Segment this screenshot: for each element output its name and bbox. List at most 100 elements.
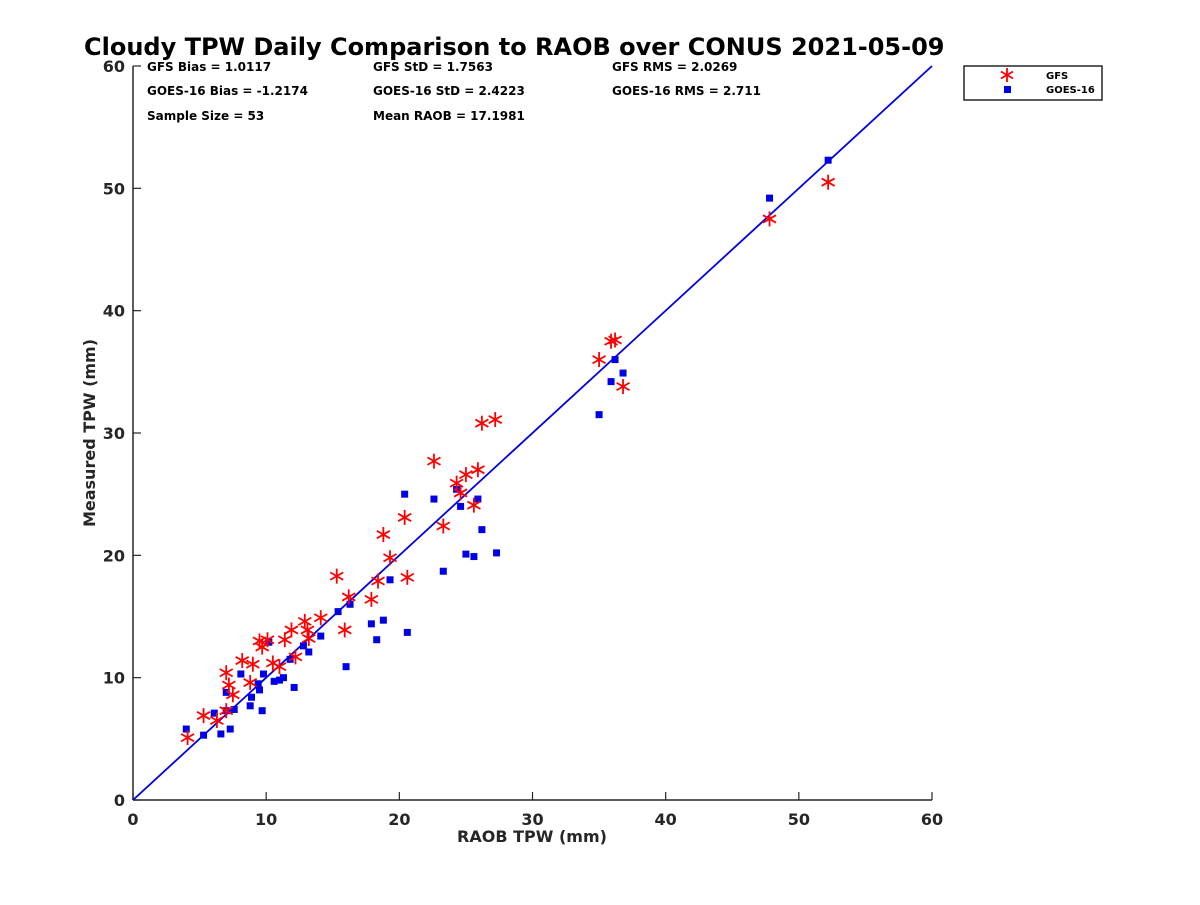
gfs-point [458,467,473,483]
stat-goes-std: GOES-16 StD = 2.4223 [373,84,525,98]
goes-16-point [334,608,342,616]
legend-box [963,65,1103,101]
y-tick-label: 60 [103,57,125,76]
y-tick-label: 0 [114,791,125,810]
goes-16-point [254,680,262,688]
y-tick-label: 50 [103,179,125,198]
legend-gfs-marker [1000,68,1014,82]
goes-16-point [270,677,278,685]
gfs-point [616,379,630,395]
goes-16-point [222,688,230,696]
gfs-point [288,649,303,665]
gfs-point [219,703,234,719]
x-tick-label: 0 [127,810,138,829]
goes-16-point [367,620,375,628]
gfs-point [225,687,240,703]
stat-sample-size: Sample Size = 53 [147,109,264,123]
goes-16-point [403,628,411,636]
goes-16-point [217,730,225,738]
chart-title: Cloudy TPW Daily Comparison to RAOB over… [84,33,944,61]
goes-16-point [260,670,268,678]
gfs-point [608,332,623,348]
goes-16-point [342,663,350,671]
gfs-point [301,631,316,647]
goes-16-point [230,705,238,713]
gfs-point [235,653,250,669]
gfs-point [427,453,441,469]
gfs-point [453,485,468,501]
goes-16-point [379,616,387,624]
gfs-point [245,656,260,672]
goes-16-point [237,670,245,678]
stat-gfs-bias: GFS Bias = 1.0117 [147,60,271,74]
goes-16-point [248,693,256,701]
goes-16-point [275,676,283,684]
gfs-point [313,610,328,626]
goes-16-point [401,490,409,498]
gfs-point [297,613,312,629]
goes-16-point [595,411,603,419]
gfs-point [243,675,258,691]
plot-area: 0 10 20 30 40 50 60 0 10 20 30 40 50 60 [103,57,943,829]
x-tick-label: 30 [521,810,543,829]
y-tick-label: 10 [103,669,125,688]
series-goes-16 [182,156,832,739]
y-tick-label: 20 [103,546,125,565]
gfs-point [272,659,287,675]
goes-16-point [470,553,478,561]
goes-16-point [373,636,381,644]
one-to-one-line [132,65,933,801]
gfs-point [821,174,836,190]
goes-16-point [317,632,325,640]
gfs-point [488,412,503,428]
y-tick-label: 40 [103,302,125,321]
goes-16-point [182,725,190,733]
legend-gfs-label: GFS [1046,71,1068,82]
gfs-point [400,569,415,585]
goes-16-point [256,686,264,694]
gfs-point [260,632,275,648]
gfs-point [284,622,299,638]
goes-16-point [246,702,254,710]
gfs-point [371,573,385,589]
series-gfs [180,174,836,746]
y-tick-label: 30 [103,424,125,443]
goes-16-point [619,369,627,377]
gfs-point [376,527,391,543]
goes-16-point [430,495,438,503]
legend-goes-label: GOES-16 [1046,85,1095,96]
legend-gfs-asterisk [1000,68,1014,82]
stat-mean-raob: Mean RAOB = 17.1981 [373,109,525,123]
gfs-point [466,497,481,513]
goes-16-point [474,495,482,503]
stat-goes-bias: GOES-16 Bias = -1.2174 [147,84,308,98]
goes-16-point [457,502,465,510]
stat-gfs-rms: GFS RMS = 2.0269 [612,60,737,74]
goes-16-point [299,642,307,650]
gfs-point [209,712,224,728]
gfs-point [300,622,315,638]
gfs-point [383,550,397,566]
goes-16-point [493,549,501,557]
x-tick-label: 60 [921,810,943,829]
goes-16-point [462,550,470,558]
goes-16-point [346,600,354,608]
goes-16-point [439,567,447,575]
goes-16-point [611,356,619,364]
goes-16-point [824,156,832,164]
x-tick-label: 50 [788,810,810,829]
stat-goes-rms: GOES-16 RMS = 2.711 [612,84,761,98]
gfs-point [219,665,234,681]
goes-16-point [766,194,774,202]
gfs-point [196,708,211,724]
legend-goes-marker [1004,86,1011,93]
x-tick-label: 10 [255,810,277,829]
gfs-point [277,632,292,648]
gfs-point [364,591,379,607]
gfs-point [474,415,489,431]
goes-16-point [290,683,298,691]
goes-16-point [279,674,287,682]
goes-16-point [478,526,486,534]
